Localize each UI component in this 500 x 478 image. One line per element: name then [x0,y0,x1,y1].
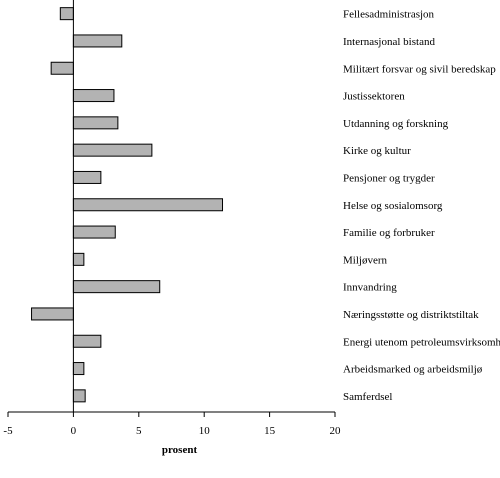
category-label: Pensjoner og trygder [343,172,435,184]
category-label: Fellesadministrasjon [343,9,435,21]
category-label: Innvandring [343,282,397,294]
x-axis-title: prosent [162,444,198,456]
bar-12 [31,307,74,321]
category-label: Arbeidsmarked og arbeidsmiljø [343,364,483,376]
x-tick-label: 0 [71,425,77,437]
category-label: Militært forsvar og sivil beredskap [343,63,496,75]
category-label: Helse og sosialomsorg [343,200,443,212]
bar-14 [72,362,85,376]
bars-group [31,7,224,403]
bar-15 [72,389,86,403]
category-label: Internasjonal bistand [343,36,435,48]
category-label: Miljøvern [343,254,387,266]
bar-8 [72,198,224,212]
x-tick-label: 10 [199,425,211,437]
bar-2 [72,34,123,48]
category-label: Samferdsel [343,391,392,403]
category-label: Kirke og kultur [343,145,411,157]
category-label: Næringsstøtte og distriktstiltak [343,309,479,321]
bar-7 [72,170,102,184]
x-tick-label: 5 [136,425,142,437]
bar-5 [72,116,119,130]
x-tick-label: -5 [3,425,13,437]
category-label: Utdanning og forskning [343,118,449,130]
category-labels-group: Fellesadministrasjon Internasjonal bistan… [343,9,500,403]
bar-1 [59,7,74,21]
x-ticks-group: -5 0 5 10 15 20 [3,412,341,437]
bar-13 [72,334,102,348]
bar-4 [72,89,115,103]
category-label: Justissektoren [343,91,405,103]
bar-6 [72,143,153,157]
x-tick-label: 20 [330,425,342,437]
bar-11 [72,280,161,294]
bar-9 [72,225,116,239]
category-label: Familie og forbruker [343,227,435,239]
x-tick-label: 15 [264,425,276,437]
bar-10 [72,252,85,266]
bar-3 [50,61,74,75]
category-label: Energi utenom petroleumsvirksomhet [343,336,500,348]
